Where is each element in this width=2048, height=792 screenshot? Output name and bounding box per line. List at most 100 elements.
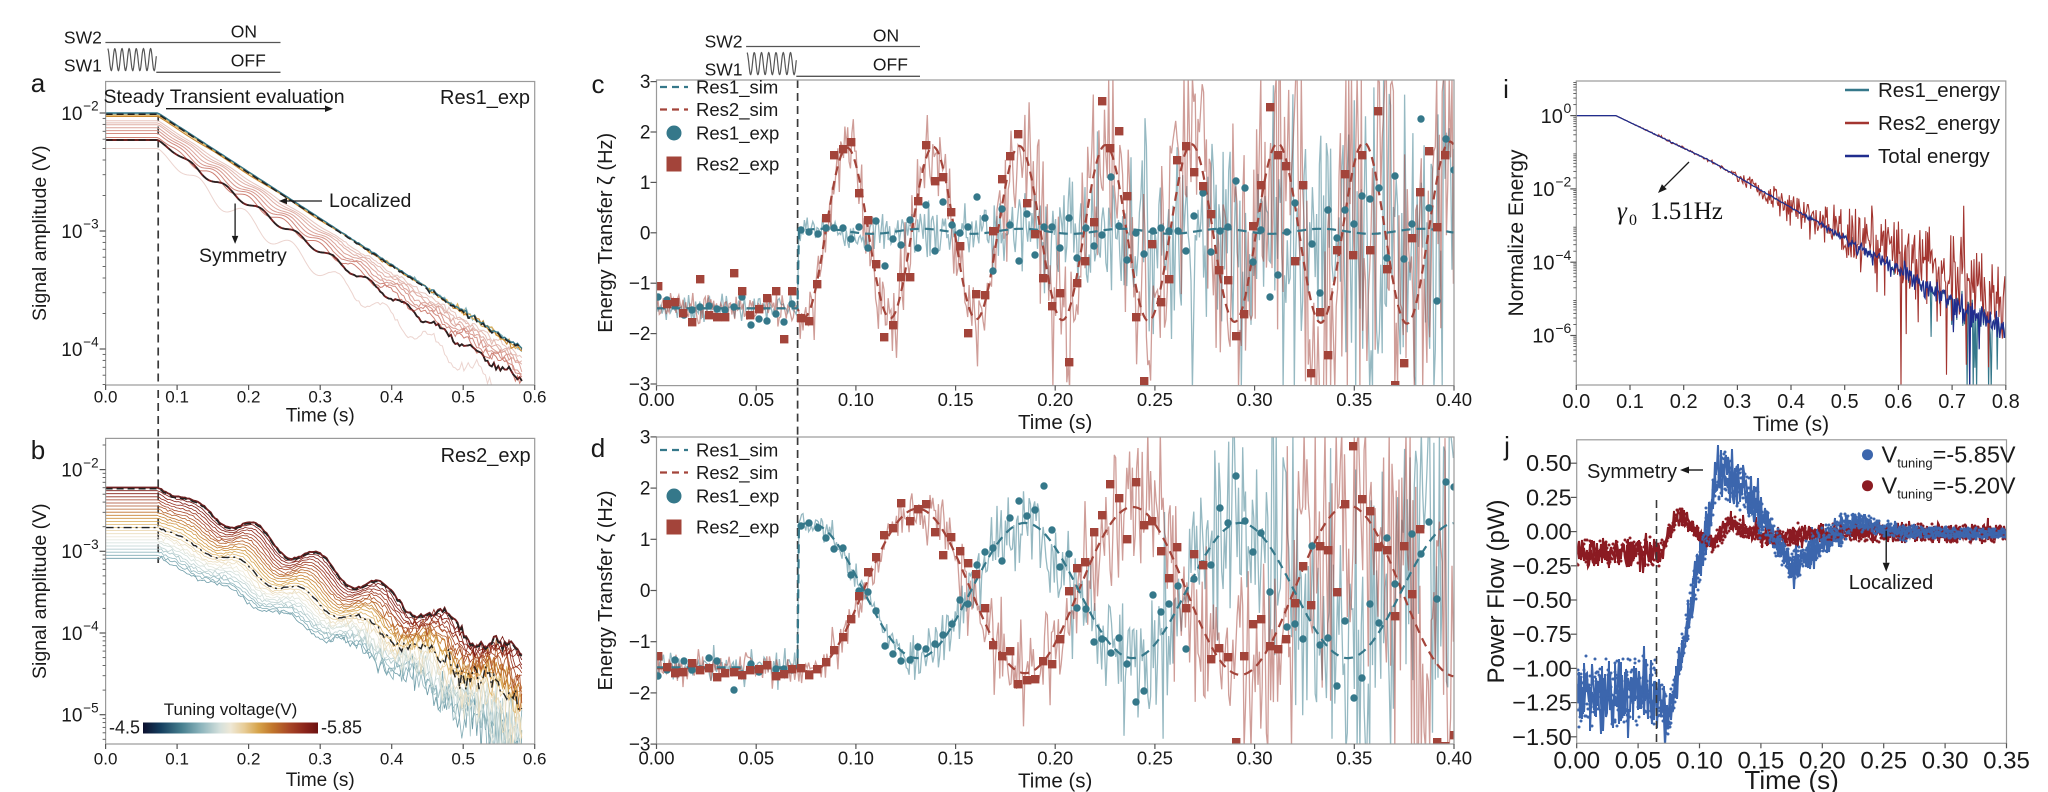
svg-text:−6: −6	[1555, 320, 1571, 336]
svg-text:0.2: 0.2	[1670, 391, 1698, 413]
svg-text:0.0: 0.0	[1562, 391, 1590, 413]
svg-text:3: 3	[640, 427, 651, 448]
svg-text:1: 1	[640, 530, 651, 551]
svg-text:0.5: 0.5	[451, 388, 475, 407]
svg-text:2: 2	[640, 123, 651, 144]
svg-text:0.6: 0.6	[523, 750, 547, 769]
svg-text:0.30: 0.30	[1237, 748, 1273, 769]
svg-text:γ: γ	[1617, 198, 1628, 225]
svg-text:1.51Hz: 1.51Hz	[1650, 198, 1723, 225]
svg-text:0.20: 0.20	[1037, 389, 1073, 410]
svg-text:0.0: 0.0	[94, 750, 118, 769]
svg-text:−0.50: −0.50	[1512, 587, 1571, 613]
svg-text:0.30: 0.30	[1922, 747, 1969, 774]
svg-text:0.10: 0.10	[838, 389, 874, 410]
svg-text:i: i	[1503, 74, 1509, 104]
svg-text:0.1: 0.1	[165, 750, 189, 769]
svg-text:0.50: 0.50	[1526, 450, 1572, 476]
svg-text:0.35: 0.35	[1336, 389, 1372, 410]
svg-text:0.5: 0.5	[1831, 391, 1859, 413]
svg-text:10: 10	[1532, 326, 1554, 348]
svg-text:0.3: 0.3	[308, 750, 332, 769]
svg-text:Localized: Localized	[329, 190, 411, 212]
svg-text:Time (s): Time (s)	[1744, 765, 1838, 792]
svg-text:0.00: 0.00	[1553, 747, 1600, 774]
svg-text:Energy Transfer ζ (Hz): Energy Transfer ζ (Hz)	[595, 133, 617, 333]
svg-text:0.15: 0.15	[1738, 747, 1785, 774]
svg-text:0.25: 0.25	[1526, 484, 1572, 510]
svg-text:Normalize Energy: Normalize Energy	[1505, 149, 1528, 316]
svg-text:Res2_energy: Res2_energy	[1878, 112, 2001, 135]
svg-text:0.10: 0.10	[1676, 747, 1723, 774]
svg-text:SW2: SW2	[705, 32, 743, 52]
svg-text:0.0: 0.0	[94, 388, 118, 407]
svg-text:0.2: 0.2	[237, 750, 261, 769]
svg-text:−1.50: −1.50	[1512, 724, 1571, 750]
svg-text:a: a	[31, 68, 46, 98]
svg-text:1: 1	[640, 173, 651, 194]
svg-text:0.40: 0.40	[1436, 748, 1472, 769]
svg-text:0: 0	[640, 223, 651, 244]
svg-text:−2: −2	[629, 324, 651, 345]
svg-text:0.6: 0.6	[1884, 391, 1912, 413]
svg-text:0.20: 0.20	[1799, 747, 1846, 774]
svg-text:−4: −4	[83, 619, 99, 634]
svg-text:c: c	[592, 69, 605, 99]
svg-text:0.05: 0.05	[738, 748, 774, 769]
svg-text:Energy Transfer ζ (Hz): Energy Transfer ζ (Hz)	[595, 491, 617, 691]
svg-text:−3: −3	[629, 375, 651, 396]
svg-text:−5: −5	[83, 700, 98, 715]
svg-text:−2: −2	[83, 99, 98, 114]
svg-text:10: 10	[61, 624, 82, 645]
svg-text:-5.85: -5.85	[321, 718, 362, 738]
svg-text:SW2: SW2	[64, 28, 102, 48]
svg-text:0.2: 0.2	[237, 388, 261, 407]
svg-text:−0.25: −0.25	[1512, 553, 1571, 579]
svg-text:−3: −3	[83, 217, 98, 232]
svg-text:0.7: 0.7	[1938, 391, 1966, 413]
svg-text:−0.75: −0.75	[1512, 621, 1571, 647]
svg-text:−1.25: −1.25	[1512, 690, 1571, 716]
svg-text:Time (s): Time (s)	[1018, 411, 1092, 434]
svg-text:10: 10	[61, 460, 82, 481]
svg-text:0.25: 0.25	[1137, 748, 1173, 769]
svg-text:d: d	[591, 433, 605, 463]
svg-text:−1: −1	[629, 274, 651, 295]
svg-text:Time (s): Time (s)	[1753, 413, 1829, 436]
svg-text:10: 10	[61, 104, 82, 125]
svg-text:10: 10	[1532, 179, 1554, 201]
svg-text:0.25: 0.25	[1137, 389, 1173, 410]
svg-text:0.35: 0.35	[1336, 748, 1372, 769]
svg-text:0.1: 0.1	[165, 388, 189, 407]
svg-text:0.00: 0.00	[1526, 519, 1572, 545]
svg-text:10: 10	[61, 222, 82, 243]
svg-text:Res1_sim: Res1_sim	[696, 77, 778, 99]
svg-text:−1.00: −1.00	[1512, 655, 1571, 681]
svg-text:Time (s): Time (s)	[1018, 770, 1092, 792]
svg-text:0.15: 0.15	[938, 748, 974, 769]
svg-text:−2: −2	[83, 455, 98, 470]
svg-text:10: 10	[1532, 252, 1554, 274]
svg-text:0: 0	[640, 581, 651, 602]
svg-text:Signal amplitude (V): Signal amplitude (V)	[29, 145, 51, 321]
svg-text:10: 10	[61, 706, 82, 727]
svg-text:−3: −3	[629, 735, 651, 756]
svg-text:Vtuning=-5.85V: Vtuning=-5.85V	[1882, 442, 2016, 471]
svg-text:0.3: 0.3	[1723, 391, 1751, 413]
svg-text:−3: −3	[83, 537, 98, 552]
svg-text:0.4: 0.4	[380, 388, 404, 407]
svg-text:Res2_sim: Res2_sim	[696, 99, 778, 121]
svg-text:3: 3	[640, 72, 651, 93]
svg-text:0: 0	[1564, 100, 1572, 116]
svg-text:b: b	[31, 435, 45, 465]
svg-text:−2: −2	[629, 683, 651, 704]
svg-text:Res1_exp: Res1_exp	[696, 486, 779, 508]
svg-text:Time (s): Time (s)	[286, 406, 355, 427]
svg-text:Res1_energy: Res1_energy	[1878, 79, 2001, 102]
svg-text:Time (s): Time (s)	[286, 770, 355, 791]
svg-text:0.8: 0.8	[1992, 391, 2020, 413]
svg-text:Transient evaluation: Transient evaluation	[170, 86, 345, 108]
svg-text:Symmetry: Symmetry	[1587, 461, 1677, 483]
svg-text:0.20: 0.20	[1037, 748, 1073, 769]
svg-text:0.4: 0.4	[380, 750, 404, 769]
